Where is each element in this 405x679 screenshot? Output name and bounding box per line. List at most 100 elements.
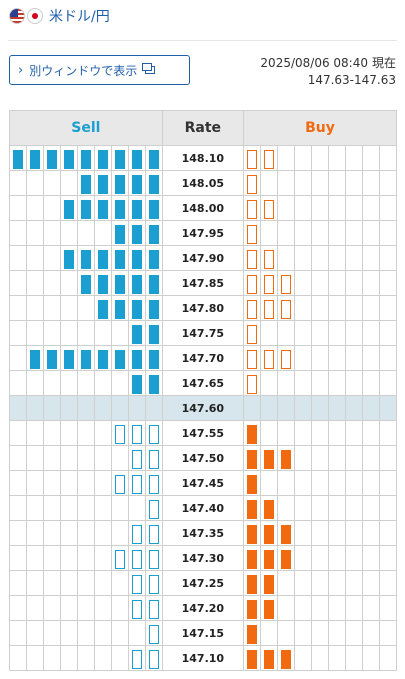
buy-cell xyxy=(260,621,277,646)
sell-cell xyxy=(111,271,128,296)
sell-cell xyxy=(145,446,162,471)
sell-cell xyxy=(43,496,60,521)
buy-cell xyxy=(311,346,328,371)
buy-cell xyxy=(260,246,277,271)
buy-cell xyxy=(260,296,277,321)
header-divider xyxy=(8,40,397,41)
sell-cell xyxy=(26,446,43,471)
buy-cell xyxy=(345,371,362,396)
buy-cell xyxy=(379,596,396,621)
sell-cell xyxy=(26,246,43,271)
chevron-right-icon: › xyxy=(18,63,23,78)
sell-cell xyxy=(26,596,43,621)
sell-cell xyxy=(60,196,77,221)
buy-cell xyxy=(379,371,396,396)
buy-cell xyxy=(311,471,328,496)
buy-order-bar xyxy=(247,175,257,194)
buy-cell xyxy=(244,596,261,621)
buy-cell xyxy=(244,446,261,471)
sell-cell xyxy=(43,296,60,321)
sell-order-bar xyxy=(132,300,142,319)
sell-cell xyxy=(145,196,162,221)
buy-cell xyxy=(311,246,328,271)
buy-cell xyxy=(277,146,294,171)
sell-order-bar xyxy=(98,300,108,319)
buy-cell xyxy=(311,421,328,446)
buy-cell xyxy=(345,496,362,521)
sell-order-bar xyxy=(132,600,142,619)
sell-order-bar xyxy=(115,425,125,444)
sell-order-bar xyxy=(149,150,159,169)
sell-cell xyxy=(94,496,111,521)
buy-cell xyxy=(362,446,379,471)
buy-cell xyxy=(362,146,379,171)
buy-order-bar xyxy=(281,550,291,569)
sell-order-bar xyxy=(132,575,142,594)
sell-cell xyxy=(145,571,162,596)
sell-cell xyxy=(43,346,60,371)
sell-cell xyxy=(145,396,162,421)
buy-cell xyxy=(379,296,396,321)
sell-cell xyxy=(94,471,111,496)
sell-order-bar xyxy=(132,350,142,369)
buy-order-bar xyxy=(247,550,257,569)
buy-cell xyxy=(277,571,294,596)
buy-order-bar xyxy=(281,350,291,369)
rate-cell: 147.70 xyxy=(162,346,243,371)
sell-cell xyxy=(10,146,27,171)
sell-cell xyxy=(10,646,27,671)
buy-cell xyxy=(379,621,396,646)
rate-cell: 147.20 xyxy=(162,596,243,621)
order-book-row: 147.25 xyxy=(10,571,397,596)
sell-order-bar xyxy=(132,250,142,269)
buy-order-bar xyxy=(247,150,257,169)
sell-order-bar xyxy=(149,625,159,644)
buy-order-bar xyxy=(281,525,291,544)
sell-cell xyxy=(60,246,77,271)
quote-range: 147.63-147.63 xyxy=(308,73,396,87)
buy-cell xyxy=(362,571,379,596)
open-new-window-button[interactable]: › 別ウィンドウで表示 xyxy=(9,55,190,85)
sell-cell xyxy=(60,571,77,596)
buy-order-bar xyxy=(247,575,257,594)
buy-cell xyxy=(244,421,261,446)
buy-cell xyxy=(244,271,261,296)
sell-cell xyxy=(94,271,111,296)
buy-cell xyxy=(260,346,277,371)
sell-cell xyxy=(77,521,94,546)
order-book-row: 148.10 xyxy=(10,146,397,171)
buy-order-bar xyxy=(247,425,257,444)
buy-cell xyxy=(294,471,311,496)
buy-cell xyxy=(244,321,261,346)
buy-cell xyxy=(260,496,277,521)
buy-cell xyxy=(345,271,362,296)
sell-cell xyxy=(111,571,128,596)
buy-cell xyxy=(328,246,345,271)
sell-order-bar xyxy=(132,375,142,394)
sell-cell xyxy=(94,646,111,671)
sell-cell xyxy=(111,196,128,221)
order-book-row: 147.50 xyxy=(10,446,397,471)
buy-cell xyxy=(379,571,396,596)
buy-order-bar xyxy=(247,500,257,519)
sell-cell xyxy=(145,296,162,321)
buy-cell xyxy=(244,546,261,571)
buy-cell xyxy=(294,221,311,246)
sell-cell xyxy=(94,546,111,571)
order-book-row: 147.80 xyxy=(10,296,397,321)
sell-order-bar xyxy=(81,350,91,369)
external-window-icon xyxy=(145,66,155,74)
buy-cell xyxy=(294,571,311,596)
sell-cell xyxy=(10,171,27,196)
buy-cell xyxy=(277,271,294,296)
sell-order-bar xyxy=(115,475,125,494)
order-book-row: 147.40 xyxy=(10,496,397,521)
sell-cell xyxy=(145,146,162,171)
buy-cell xyxy=(311,371,328,396)
order-book-row: 147.75 xyxy=(10,321,397,346)
buy-cell xyxy=(311,596,328,621)
sell-cell xyxy=(94,446,111,471)
sell-cell xyxy=(128,471,145,496)
sell-order-bar xyxy=(149,325,159,344)
sell-cell xyxy=(10,346,27,371)
